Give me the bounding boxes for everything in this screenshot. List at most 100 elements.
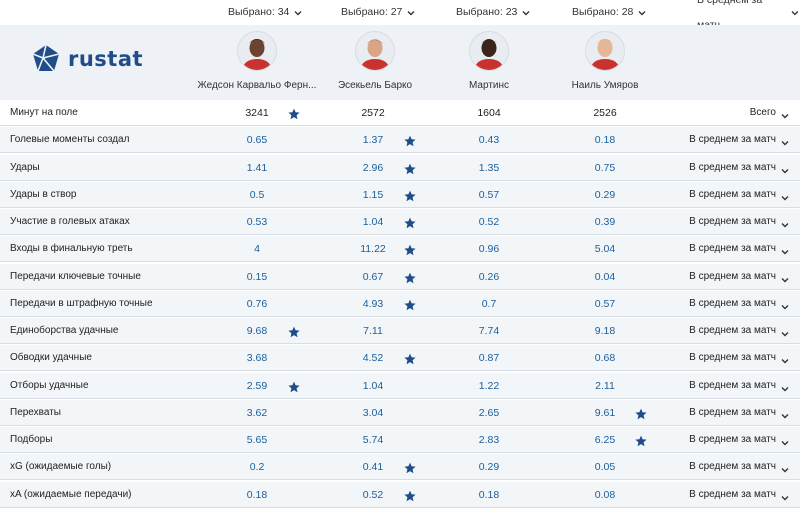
chevron-down-icon[interactable] xyxy=(780,326,790,337)
chevron-down-icon[interactable] xyxy=(780,435,790,446)
chevron-down-icon[interactable] xyxy=(780,190,790,201)
chevron-down-icon[interactable] xyxy=(780,244,790,255)
stat-mode-select[interactable]: В среднем за матч xyxy=(689,406,776,418)
stat-value-player-1[interactable]: 3.62 xyxy=(246,406,268,419)
stat-value-player-1[interactable]: 2.59 xyxy=(246,379,268,392)
chevron-down-icon[interactable] xyxy=(780,163,790,174)
player-3-selector[interactable]: Выбрано: 23 xyxy=(456,0,531,25)
chevron-down-icon[interactable] xyxy=(780,135,790,146)
stat-value-player-3[interactable]: 0.52 xyxy=(478,216,500,229)
stat-value-player-2[interactable]: 1.04 xyxy=(362,379,384,392)
stat-value-player-1[interactable]: 5.65 xyxy=(246,434,268,447)
stat-row: Входы в финальную треть 4 11.22 0.96 5.04 В с… xyxy=(0,236,800,263)
stat-value-player-3[interactable]: 0.7 xyxy=(481,297,497,310)
chevron-down-icon[interactable] xyxy=(780,108,790,119)
stat-value-player-1[interactable]: 0.18 xyxy=(246,488,268,501)
stat-value-player-4[interactable]: 6.25 xyxy=(594,434,616,447)
stat-value-player-2[interactable]: 4.52 xyxy=(362,352,384,365)
stat-value-player-3[interactable]: 0.26 xyxy=(478,270,500,283)
stat-value-player-1[interactable]: 0.2 xyxy=(249,461,265,474)
stat-value-player-3[interactable]: 2.83 xyxy=(478,434,500,447)
stat-mode-select[interactable]: В среднем за матч xyxy=(689,161,776,173)
stat-value-player-1[interactable]: 4 xyxy=(254,243,260,256)
chevron-down-icon[interactable] xyxy=(780,299,790,310)
stat-mode-select[interactable]: В среднем за матч xyxy=(689,188,776,200)
stat-value-player-3[interactable]: 0.18 xyxy=(478,488,500,501)
stat-mode-select[interactable]: В среднем за матч xyxy=(689,297,776,309)
stat-value-player-4[interactable]: 0.75 xyxy=(594,161,616,174)
stat-value-player-2[interactable]: 4.93 xyxy=(362,297,384,310)
stat-mode-select[interactable]: Всего xyxy=(749,107,776,118)
chevron-down-icon[interactable] xyxy=(780,408,790,419)
stat-mode-select[interactable]: В среднем за матч xyxy=(689,134,776,146)
stat-value-player-2[interactable]: 3.04 xyxy=(362,406,384,419)
stat-label: Подборы xyxy=(10,434,53,446)
stat-value-player-2[interactable]: 0.52 xyxy=(362,488,384,501)
stat-mode-select[interactable]: В среднем за матч xyxy=(689,216,776,228)
stat-value-player-1[interactable]: 3.68 xyxy=(246,352,268,365)
player-1-selector[interactable]: Выбрано: 34 xyxy=(228,0,303,25)
stat-value-player-4[interactable]: 5.04 xyxy=(594,243,616,256)
stat-value-player-4[interactable]: 0.08 xyxy=(594,488,616,501)
player-1-header[interactable]: Жедсон Карвальо Ферн... xyxy=(197,31,317,91)
stat-value-player-3[interactable]: 7.74 xyxy=(478,325,500,338)
stat-mode-select[interactable]: В среднем за матч xyxy=(689,488,776,500)
stat-value-player-3[interactable]: 0.29 xyxy=(478,461,500,474)
stat-value-player-2[interactable]: 1.04 xyxy=(362,216,384,229)
chevron-down-icon[interactable] xyxy=(780,272,790,283)
stat-value-player-4[interactable]: 0.05 xyxy=(594,461,616,474)
stat-value-player-1[interactable]: 0.5 xyxy=(249,188,265,201)
stat-value-player-3[interactable]: 2.65 xyxy=(478,406,500,419)
stat-value-player-4[interactable]: 0.68 xyxy=(594,352,616,365)
stat-mode-select[interactable]: В среднем за матч xyxy=(689,461,776,473)
rustat-logo[interactable]: rustat xyxy=(30,43,143,75)
player-2-header[interactable]: Эсекьель Барко xyxy=(315,31,435,91)
stat-mode-select[interactable]: В среднем за матч xyxy=(689,325,776,337)
stat-value-player-4[interactable]: 2.11 xyxy=(595,379,615,392)
stat-mode-select[interactable]: В среднем за матч xyxy=(689,434,776,446)
chevron-down-icon[interactable] xyxy=(780,353,790,364)
stat-value-player-1[interactable]: 0.65 xyxy=(246,134,268,147)
stat-value-player-4[interactable]: 0.39 xyxy=(594,216,616,229)
chevron-down-icon[interactable] xyxy=(780,217,790,228)
chevron-down-icon[interactable] xyxy=(780,490,790,501)
stat-value-player-2[interactable]: 1.15 xyxy=(362,188,384,201)
stat-value-player-4[interactable]: 0.29 xyxy=(594,188,616,201)
stat-value-player-4[interactable]: 9.18 xyxy=(594,325,616,338)
player-2-selector[interactable]: Выбрано: 27 xyxy=(341,0,416,25)
stat-value-player-3[interactable]: 1.22 xyxy=(478,379,500,392)
stat-value-player-2[interactable]: 11.22 xyxy=(360,243,386,256)
stat-value-player-3[interactable]: 0.57 xyxy=(478,188,500,201)
player-4-selector[interactable]: Выбрано: 28 xyxy=(572,0,647,25)
stat-value-player-3[interactable]: 0.43 xyxy=(478,134,500,147)
stat-mode-select[interactable]: В среднем за матч xyxy=(689,379,776,391)
player-1-selector-label: Выбрано: 34 xyxy=(228,6,290,18)
stat-value-player-4[interactable]: 9.61 xyxy=(594,406,616,419)
chevron-down-icon[interactable] xyxy=(780,381,790,392)
stat-value-player-4[interactable]: 0.18 xyxy=(594,134,616,147)
stat-value-player-2[interactable]: 1.37 xyxy=(362,134,384,147)
stat-value-player-1[interactable]: 0.76 xyxy=(246,297,268,310)
stat-value-player-3[interactable]: 0.87 xyxy=(478,352,500,365)
global-mode-selector[interactable]: В среднем за матч xyxy=(697,0,800,31)
stat-value-player-2[interactable]: 2.96 xyxy=(362,161,384,174)
stat-value-player-1[interactable]: 1.41 xyxy=(246,161,268,174)
stat-value-player-4[interactable]: 0.04 xyxy=(594,270,616,283)
stat-mode-select[interactable]: В среднем за матч xyxy=(689,270,776,282)
player-4-header[interactable]: Наиль Умяров xyxy=(545,31,665,91)
stat-value-player-1[interactable]: 0.53 xyxy=(246,216,268,229)
stat-value-player-2[interactable]: 5.74 xyxy=(362,434,384,447)
stat-value-player-1[interactable]: 9.68 xyxy=(246,325,268,338)
stat-value-player-2[interactable]: 7.11 xyxy=(363,325,383,338)
stat-value-player-4[interactable]: 0.57 xyxy=(594,297,616,310)
star-icon xyxy=(404,243,416,256)
stat-value-player-3[interactable]: 0.96 xyxy=(478,243,500,256)
stat-value-player-2[interactable]: 0.41 xyxy=(362,461,384,474)
player-3-header[interactable]: Мартинс xyxy=(429,31,549,91)
stat-value-player-3[interactable]: 1.35 xyxy=(478,161,500,174)
stat-value-player-1[interactable]: 0.15 xyxy=(246,270,268,283)
stat-mode-select[interactable]: В среднем за матч xyxy=(689,352,776,364)
chevron-down-icon[interactable] xyxy=(780,462,790,473)
stat-value-player-2[interactable]: 0.67 xyxy=(362,270,384,283)
stat-mode-select[interactable]: В среднем за матч xyxy=(689,243,776,255)
